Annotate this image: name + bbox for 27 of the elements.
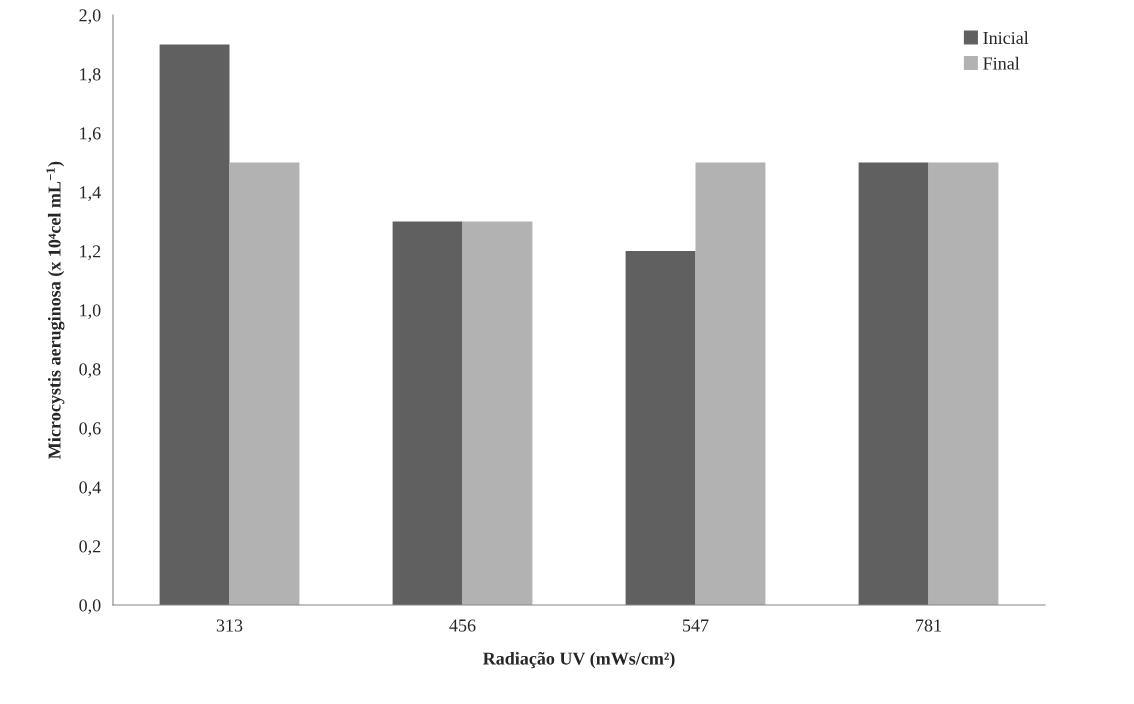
bar [695,162,766,605]
y-tick-label: 0,0 [79,599,101,615]
y-tick-label: 1,2 [80,245,101,261]
y-tick-label: 1,0 [80,304,101,320]
y-tick-label: 0,8 [79,363,101,379]
bar [462,221,533,605]
bar [625,251,696,605]
bar [858,162,929,605]
x-tick-label: 781 [916,619,941,632]
x-tick-label: 456 [449,619,476,632]
x-tick-label: 313 [216,619,243,632]
y-axis-title: Microcystis aeruginosa (x 10⁴cel mL$^{−1}$) [46,161,65,459]
y-tick-label: 1,8 [80,68,101,84]
bar [159,44,230,605]
bar [392,221,463,605]
bar [229,162,300,605]
legend-label: Inicial [983,31,1029,45]
y-tick-label: 0,6 [79,422,101,438]
y-tick-label: 2,0 [79,9,101,25]
y-tick-label: 0,2 [79,540,101,556]
bar [928,162,999,605]
y-tick-label: 0,4 [79,481,101,497]
x-axis-title: Radiação UV (mWs/cm²) [482,651,675,669]
y-tick-label: 1,4 [80,186,101,202]
legend-label: Final [983,56,1020,70]
y-tick-label: 1,6 [80,127,101,143]
x-tick-label: 547 [683,619,709,632]
